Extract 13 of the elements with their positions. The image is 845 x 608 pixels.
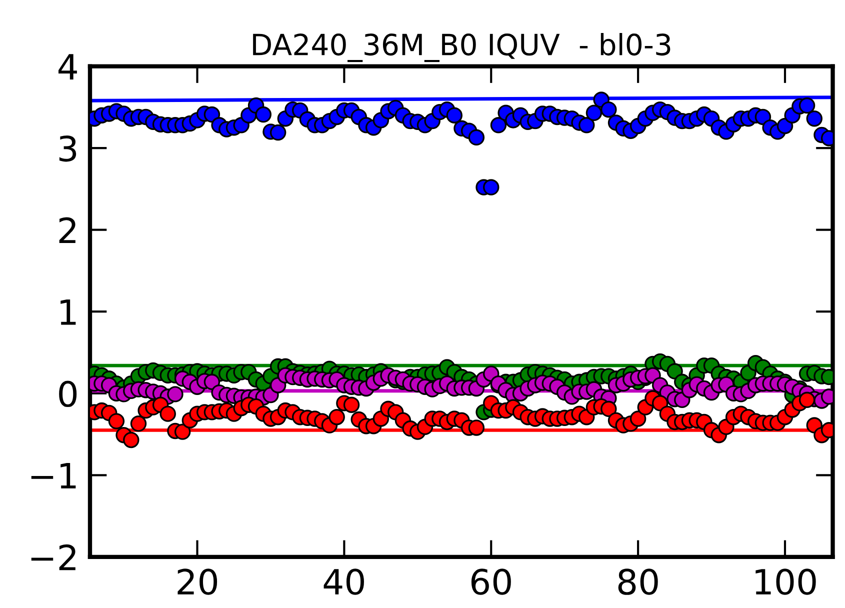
y-tick-label: −2 (31, 544, 76, 570)
x-tick-label: 40 (324, 568, 364, 595)
x-tick-label: 80 (618, 568, 658, 595)
y-tick-label: −1 (31, 463, 76, 488)
y-tick-label: 1 (60, 299, 76, 325)
y-tick-label: 3 (59, 135, 76, 162)
x-tick-label: 20 (178, 568, 218, 595)
x-tick-label: 60 (471, 568, 511, 595)
y-tick-label: 0 (59, 380, 77, 408)
y-tick-label: 4 (58, 54, 77, 80)
y-tick-label: 2 (59, 217, 76, 244)
chart-title: DA240_36M_B0 IQUV - bl0-3 (253, 33, 670, 62)
x-tick-label: 100 (756, 568, 816, 595)
